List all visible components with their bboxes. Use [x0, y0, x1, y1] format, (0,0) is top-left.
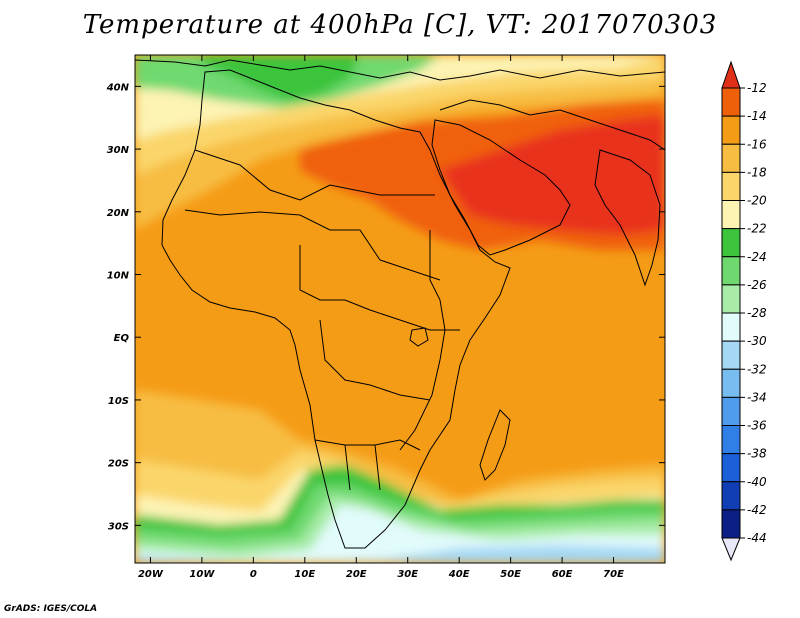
colorbar-swatch: [721, 453, 741, 483]
colorbar-label: -40: [747, 475, 767, 489]
colorbar-swatch: [721, 115, 741, 145]
lat-tick-label: 20N: [107, 208, 130, 219]
field-core-12: [440, 115, 665, 235]
lat-tick-label: 30S: [108, 521, 129, 532]
lon-tick-label: 20E: [346, 569, 367, 580]
lon-tick-label: 50E: [500, 569, 521, 580]
border-middle-east: [439, 99, 665, 151]
colorbar-swatch: [721, 340, 741, 370]
border-west-africa: [184, 209, 441, 281]
colorbar-label: -28: [747, 306, 767, 320]
colorbar-swatch: [721, 143, 741, 173]
colorbar-swatch: [721, 509, 741, 539]
colorbar-swatch: [721, 481, 741, 511]
colorbar-label: -18: [747, 165, 767, 179]
colorbar-swatch: [721, 200, 741, 230]
lon-tick-label: 10W: [189, 569, 215, 580]
colorbar-swatch: [721, 284, 741, 314]
colorbar-swatch: [721, 228, 741, 258]
colorbar-label: -16: [747, 137, 767, 151]
coastline-europe: [135, 59, 665, 81]
colorbar: -12 -14 -16 -18 -20 -22 -24 -26 -28 -30 -32 -34 -36 -…: [721, 60, 767, 562]
colorbar-label: -32: [747, 362, 767, 376]
lat-tick-label: 10N: [107, 271, 130, 282]
colorbar-label: -26: [747, 278, 767, 292]
colorbar-swatch: [721, 256, 741, 286]
colorbar-label: -24: [747, 250, 767, 264]
colorbar-swatch: [721, 312, 741, 342]
colorbar-swatch: [721, 396, 741, 426]
field-band-24-north-core: [200, 55, 360, 102]
lat-tick-label: 40N: [106, 82, 130, 93]
coastline-madagascar: [479, 409, 511, 481]
lat-tick-label: 10S: [108, 396, 129, 407]
colorbar-label: -34: [747, 390, 767, 404]
lake-victoria: [409, 327, 429, 347]
colorbar-swatch: [721, 87, 741, 117]
lon-tick-label: 30E: [397, 569, 418, 580]
colorbar-label: -20: [747, 194, 767, 208]
lat-tick-label: 30N: [107, 145, 130, 156]
lon-tick-label: 0: [250, 569, 257, 580]
plot-frame: [134, 54, 666, 564]
temperature-field: [135, 55, 665, 563]
border-congo: [319, 319, 431, 401]
lon-tick-label: 40E: [448, 569, 470, 580]
colorbar-swatch: [721, 425, 741, 455]
colorbar-label: -38: [747, 447, 767, 461]
colorbar-label: -12: [747, 81, 767, 95]
axis-ticks: 20W 10W 0 10E 20E 30E 40E 50E 60E 70E 40N 30N 20N 10N…: [106, 55, 665, 580]
colorbar-label: -42: [747, 503, 767, 517]
lon-tick-label: 20W: [138, 569, 164, 580]
colorbar-swatch: [721, 368, 741, 398]
coastlines-and-borders: [135, 59, 665, 549]
grads-credit: GrADS: IGES/COLA: [4, 604, 98, 614]
lon-tick-label: 60E: [552, 569, 573, 580]
colorbar-label: -44: [747, 531, 767, 545]
lat-tick-label: EQ: [114, 333, 130, 344]
colorbar-label: -22: [747, 222, 767, 236]
colorbar-top-arrow: [721, 60, 741, 89]
lon-tick-label: 70E: [603, 569, 624, 580]
border-southern-africa: [314, 439, 421, 491]
colorbar-swatch: [721, 171, 741, 201]
colorbar-bottom-arrow: [721, 537, 741, 562]
colorbar-label: -14: [747, 109, 767, 123]
coastline-africa: [161, 69, 511, 549]
map-title: Temperature at 400hPa [C], VT: 201707030…: [82, 10, 718, 40]
field-band-32-south: [135, 545, 665, 563]
colorbar-label: -30: [747, 334, 767, 348]
coastline-india: [594, 149, 661, 287]
border-sahara: [194, 149, 435, 201]
lon-tick-label: 10E: [294, 569, 315, 580]
border-east-africa: [399, 230, 446, 451]
lat-tick-label: 20S: [108, 459, 129, 470]
colorbar-label: -36: [747, 419, 767, 433]
coastline-arabia: [431, 119, 571, 256]
